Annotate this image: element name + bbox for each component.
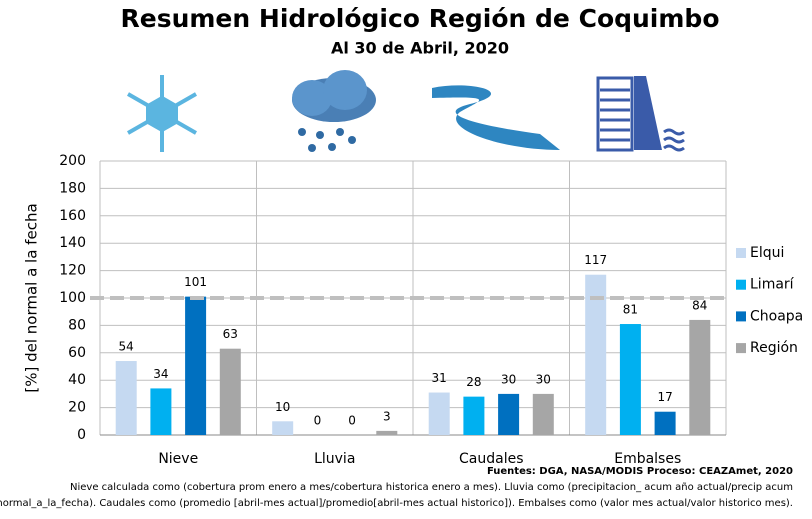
bar — [376, 430, 398, 435]
source: Fuentes: DGA, NASA/MODIS Proceso: CEAZAm… — [487, 466, 793, 477]
value-label: 101 — [184, 275, 207, 289]
dam-icon — [596, 76, 685, 152]
chart-subtitle: Al 30 de Abril, 2020 — [331, 39, 509, 58]
bar — [150, 388, 172, 435]
y-tick-label: 100 — [59, 290, 86, 306]
legend-swatch — [736, 279, 746, 290]
bar — [463, 396, 485, 435]
value-label: 28 — [466, 375, 481, 389]
y-tick-label: 120 — [59, 263, 86, 279]
river-icon — [432, 85, 560, 150]
y-tick-label: 160 — [59, 208, 86, 224]
value-label: 17 — [657, 390, 672, 404]
legend-swatch — [736, 343, 746, 354]
value-label: 10 — [275, 400, 290, 414]
bar — [689, 319, 711, 435]
bar — [115, 361, 137, 435]
y-tick-label: 140 — [59, 235, 86, 251]
legend-swatch — [736, 248, 746, 258]
value-label: 81 — [623, 303, 638, 317]
y-tick-label: 0 — [77, 427, 86, 443]
value-label: 30 — [501, 372, 516, 386]
y-tick-label: 20 — [68, 400, 86, 416]
bar — [654, 411, 676, 435]
legend-label: Elqui — [750, 245, 784, 261]
bar — [219, 348, 241, 435]
snow-icon — [127, 75, 197, 152]
y-tick-label: 180 — [59, 180, 86, 196]
legend-label: Choapa — [750, 308, 803, 324]
value-label: 0 — [314, 414, 322, 428]
bar — [498, 393, 520, 435]
value-label: 31 — [432, 371, 447, 385]
bar — [185, 296, 207, 435]
bar — [428, 392, 450, 435]
value-label: 0 — [348, 414, 356, 428]
legend-label: Región — [750, 340, 798, 356]
y-axis-label: [%] del normal a la fecha — [23, 203, 41, 392]
y-tick-label: 60 — [68, 345, 86, 361]
value-label: 34 — [153, 367, 168, 381]
legend-swatch — [736, 311, 746, 322]
value-label: 117 — [584, 253, 607, 267]
rain-icon — [292, 70, 376, 152]
y-tick-label: 40 — [68, 372, 86, 388]
chart-title: Resumen Hidrológico Región de Coquimbo — [121, 4, 720, 33]
note: Nieve calculada como (cobertura prom ene… — [70, 482, 793, 493]
value-label: 54 — [119, 340, 134, 354]
bar — [532, 393, 554, 435]
value-label: 3 — [383, 409, 391, 423]
note: normal_a_la_fecha). Caudales como (prome… — [0, 498, 793, 509]
bar — [619, 324, 641, 435]
value-label: 84 — [692, 298, 707, 312]
x-tick-label: Embalses — [614, 451, 681, 467]
x-tick-label: Caudales — [459, 451, 524, 467]
legend-label: Limarí — [750, 277, 795, 293]
x-tick-label: Lluvia — [314, 451, 355, 467]
y-tick-label: 80 — [68, 317, 86, 333]
bar — [585, 274, 607, 435]
bar — [272, 421, 294, 435]
value-label: 30 — [536, 372, 551, 386]
value-label: 63 — [223, 327, 238, 341]
x-tick-label: Nieve — [158, 451, 198, 467]
y-tick-label: 200 — [59, 153, 86, 169]
